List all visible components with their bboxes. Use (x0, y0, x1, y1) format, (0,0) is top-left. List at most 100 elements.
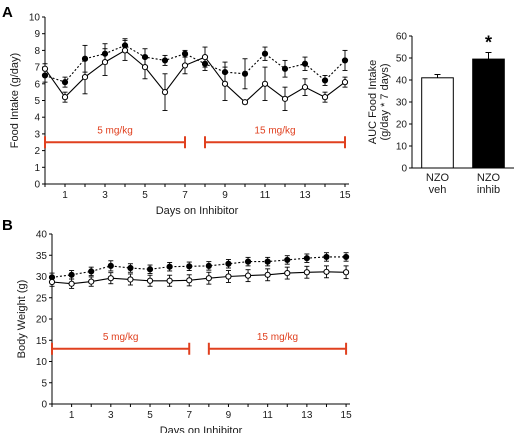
body-weight-y-tick-label: 15 (36, 336, 48, 347)
body-weight-y-tick-label: 20 (36, 315, 48, 326)
food-intake-series-2-point (61, 94, 69, 101)
body-weight-series-2-point (166, 277, 173, 284)
food-intake-series-1-point (161, 57, 169, 64)
food-intake-y-tick-label: 3 (34, 129, 40, 140)
body-weight-x-tick-label: 15 (341, 410, 353, 421)
body-weight-series-1-point (284, 256, 291, 264)
food-intake-series-2-point (121, 47, 129, 54)
body-weight-x-tick-label: 7 (186, 410, 192, 421)
body-weight-series-1-point (88, 268, 95, 275)
food-intake-x-axis-label: Days on Inhibitor (156, 205, 239, 217)
food-intake-series-1-point (261, 50, 269, 57)
body-weight-series-1-point (342, 253, 350, 261)
food-intake-y-tick-label: 1 (34, 163, 40, 174)
body-weight-series-1-point (107, 262, 114, 269)
auc-y-tick-label: 50 (396, 54, 408, 65)
food-intake-series-1-point (181, 50, 189, 57)
panel-label-b: B (2, 217, 13, 234)
body-weight-series-1-point (303, 255, 310, 262)
auc-y-tick-label: 20 (396, 120, 408, 131)
body-weight-y-tick-label: 10 (36, 357, 48, 368)
body-weight-series-1-point (68, 271, 75, 278)
body-weight-x-tick-label: 5 (147, 410, 153, 421)
food-intake-series-1-point (241, 70, 249, 77)
body-weight-series-2-point (127, 276, 134, 283)
auc-chart: 0 10 20 30 40 50 60 AUC Food Intake(g/day * 7 d… (367, 32, 514, 196)
food-intake-y-tick-label: 5 (34, 96, 40, 107)
food-intake-y-tick-label: 7 (34, 63, 40, 74)
auc-bar (421, 77, 454, 169)
food-intake-x-tick-label: 7 (182, 190, 188, 201)
body-weight-series-2-point (303, 269, 310, 276)
food-intake-y-tick-label: 2 (34, 146, 40, 157)
body-weight-y-tick-label: 5 (41, 378, 47, 389)
food-intake-series-2-point (81, 74, 89, 81)
food-intake-series-2-point (201, 53, 209, 61)
food-intake-series-2-point (321, 94, 329, 101)
food-intake-x-tick-label: 3 (102, 190, 108, 201)
body-weight-series-1-point (166, 263, 173, 270)
body-weight-series-2-point (48, 278, 56, 286)
auc-y-tick-label: 40 (396, 76, 408, 87)
food-intake-series-2-point (301, 84, 309, 91)
food-intake-series-2-point (341, 79, 349, 86)
auc-category-label: NZO (426, 172, 450, 184)
body-weight-dose-label: 5 mg/kg (103, 332, 139, 343)
food-intake-series-2-point (241, 99, 249, 106)
food-intake-dose-label: 15 mg/kg (254, 125, 295, 136)
body-weight-y-tick-label: 30 (36, 272, 48, 283)
food-intake-series-1-line (44, 44, 346, 83)
food-intake-series-2-point (261, 80, 269, 87)
auc-category-label: veh (429, 184, 447, 196)
food-intake-x-tick-label: 5 (142, 190, 148, 201)
body-weight-series-1-point (264, 258, 271, 265)
body-weight-y-axis-label: Body Weight (g) (16, 280, 28, 359)
food-intake-x-tick-label: 15 (339, 190, 351, 201)
food-intake-y-tick-label: 6 (34, 79, 40, 90)
auc-y-axis-label: AUC Food Intake(g/day * 7 days) (367, 60, 391, 144)
food-intake-series-2-point (161, 89, 169, 96)
food-intake-series-1-point (281, 65, 289, 72)
body-weight-y-tick-label: 0 (41, 400, 47, 411)
body-weight-series-1-point (323, 253, 330, 261)
food-intake-x-tick-label: 13 (299, 190, 311, 201)
food-intake-y-tick-label: 9 (34, 29, 40, 40)
auc-y-tick-label: 10 (396, 142, 408, 153)
body-weight-x-tick-label: 13 (301, 410, 313, 421)
auc-category-label: inhib (477, 184, 500, 196)
food-intake-x-tick-label: 1 (62, 190, 68, 201)
body-weight-series-2-point (146, 277, 154, 284)
body-weight-x-axis-label: Days on Inhibitor (160, 425, 243, 433)
body-weight-x-tick-label: 11 (262, 410, 273, 421)
food-intake-series-2-point (41, 65, 49, 72)
food-intake-x-tick-label: 9 (222, 190, 228, 201)
body-weight-series-2-point (342, 269, 350, 276)
body-weight-y-tick-label: 40 (36, 230, 48, 241)
body-weight-series-1-point (127, 264, 134, 272)
food-intake-series-2-line (44, 49, 346, 103)
auc-category-label: NZO (477, 172, 501, 184)
food-intake-series-2-point (101, 58, 109, 66)
food-intake-series-2-point (281, 95, 289, 102)
body-weight-series-1-point (146, 266, 154, 273)
body-weight-series-1-point (205, 262, 212, 269)
food-intake-series-2-point (221, 80, 229, 87)
panel-label-a: A (2, 4, 13, 21)
body-weight-series-1-point (186, 263, 193, 270)
body-weight-series-2-point (264, 271, 271, 278)
auc-y-tick-label: 0 (401, 164, 407, 175)
body-weight-x-tick-label: 3 (108, 410, 114, 421)
body-weight-series-2-point (225, 273, 232, 280)
body-weight-series-2-point (205, 275, 212, 282)
body-weight-series-2-point (68, 280, 75, 287)
body-weight-series-1-point (225, 260, 232, 267)
food-intake-series-1-point (61, 79, 69, 86)
body-weight-series-1-line (51, 256, 347, 278)
auc-y-tick-label: 60 (396, 32, 408, 43)
body-weight-x-tick-label: 9 (226, 410, 232, 421)
food-intake-series-1-point (321, 77, 329, 84)
food-intake-x-tick-label: 11 (260, 190, 271, 201)
food-intake-y-tick-label: 8 (34, 46, 40, 57)
